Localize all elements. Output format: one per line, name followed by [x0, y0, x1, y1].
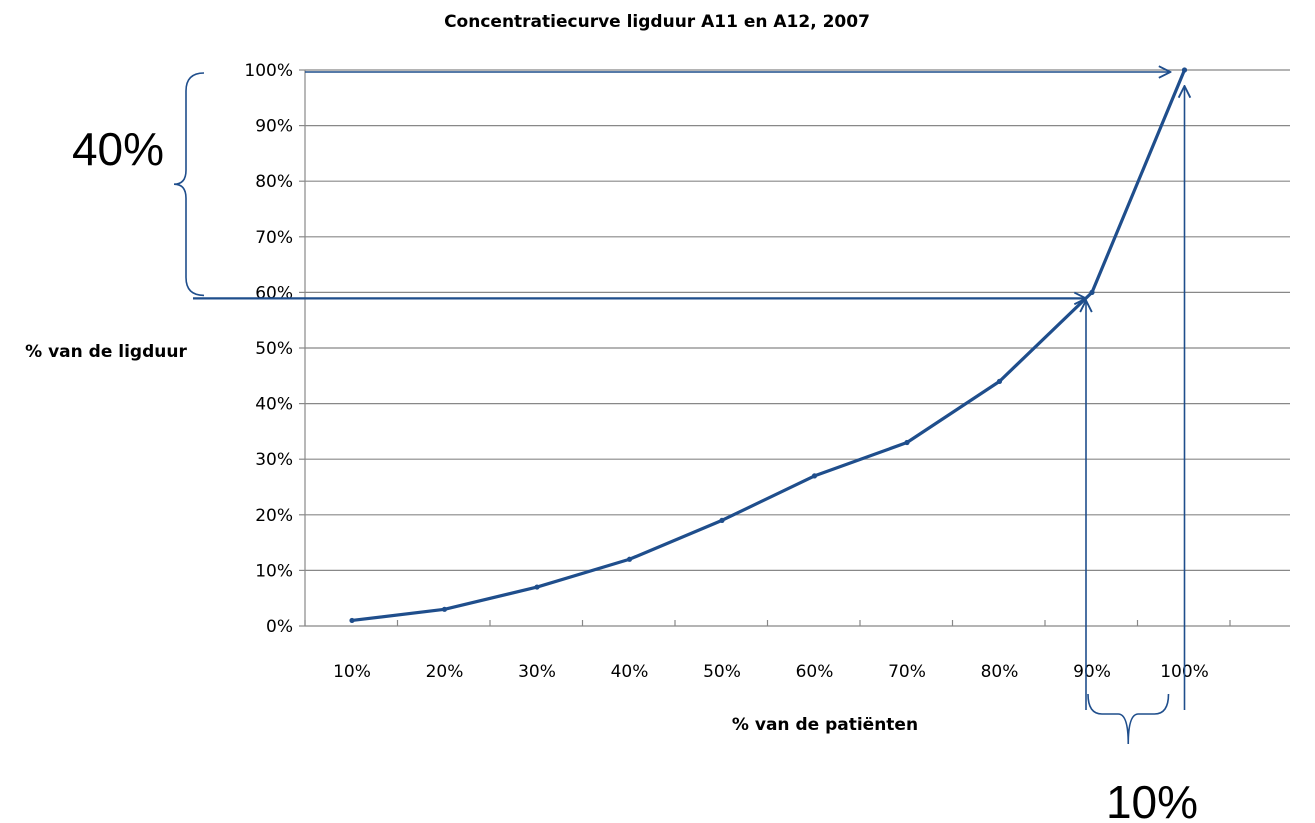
annotation-guides: [173, 72, 1185, 745]
data-point: [626, 556, 633, 562]
x-tick-label: 70%: [888, 662, 926, 682]
brace-y-span: [173, 72, 205, 297]
x-tick-label: 20%: [426, 662, 464, 682]
brace-x-span: [1087, 693, 1170, 745]
y-tick-label: 20%: [255, 506, 293, 526]
x-tick-label: 80%: [981, 662, 1019, 682]
y-tick-label: 90%: [255, 117, 293, 137]
data-point: [534, 584, 540, 590]
y-tick-label: 70%: [255, 228, 293, 248]
y-tick-labels: 0% 10% 20% 30% 40% 50% 60% 70% 80% 90% 100%: [244, 61, 293, 637]
y-tick-label: 50%: [255, 339, 293, 359]
y-axis-label: % van de ligduur: [25, 342, 187, 362]
x-tick-label: 50%: [703, 662, 741, 682]
x-tick-label: 60%: [796, 662, 834, 682]
data-point: [441, 606, 448, 612]
x-tick-label: 30%: [518, 662, 556, 682]
series: [349, 67, 1188, 624]
data-point: [349, 617, 355, 624]
y-tick-label: 10%: [255, 561, 293, 581]
data-point: [1181, 67, 1188, 73]
y-tick-label: 30%: [255, 450, 293, 470]
y-tick-label: 80%: [255, 172, 293, 192]
x-axis-label: % van de patiënten: [732, 715, 918, 735]
data-point: [1089, 289, 1095, 295]
annotation-x-span: 10%: [1106, 776, 1198, 823]
data-point: [719, 517, 725, 523]
series-line: [350, 68, 1187, 623]
y-tick-label: 60%: [255, 283, 293, 303]
y-tick-label: 40%: [255, 395, 293, 415]
x-tick-label: 90%: [1073, 662, 1111, 682]
x-tick-label: 10%: [333, 662, 371, 682]
gridlines: [299, 69, 1290, 627]
y-tick-label: 0%: [266, 617, 293, 637]
chart-title: Concentratiecurve ligduur A11 en A12, 20…: [444, 12, 870, 32]
annotation-y-span: 40%: [72, 123, 164, 175]
y-tick-label: 100%: [244, 61, 293, 81]
x-tick-label: 40%: [611, 662, 649, 682]
x-tick-labels: 10% 20% 30% 40% 50% 60% 70% 80% 90% 100%: [333, 662, 1209, 682]
data-point: [904, 439, 910, 446]
data-point: [996, 378, 1003, 384]
data-point: [811, 473, 818, 479]
